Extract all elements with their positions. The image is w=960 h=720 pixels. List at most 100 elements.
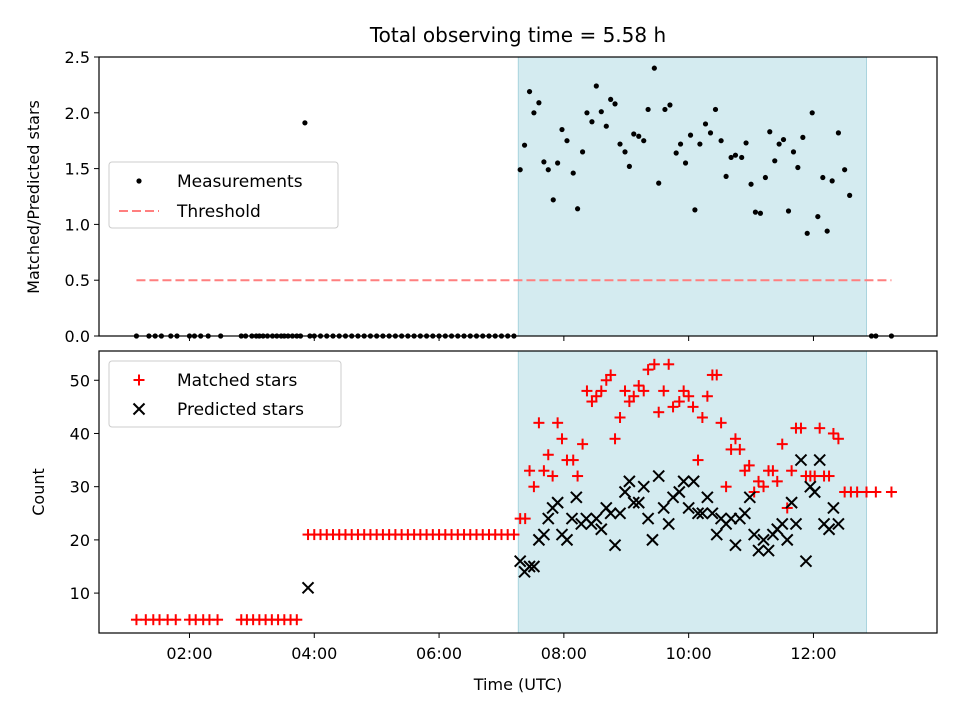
matched-star-point <box>734 443 746 455</box>
matched-star-point <box>667 401 679 413</box>
y-tick-label: 1.0 <box>65 215 90 234</box>
predicted-star-point <box>696 507 709 520</box>
measurement-point <box>574 206 581 212</box>
predicted-star-point <box>590 512 603 525</box>
predicted-star-point <box>657 501 670 515</box>
predicted-star-point <box>687 475 700 488</box>
matched-star-point <box>633 380 645 392</box>
y-tick-label: 40 <box>70 424 90 443</box>
matched-star-point <box>212 614 224 626</box>
matched-star-point <box>663 358 675 370</box>
matched-star-point <box>653 406 665 418</box>
measurement-point <box>682 160 689 166</box>
measurement-point <box>847 192 853 198</box>
y-tick-label: 0.0 <box>65 327 90 346</box>
y-tick-label: 20 <box>70 531 90 550</box>
matched-star-point <box>572 470 584 482</box>
matched-legend-label: Matched stars <box>177 371 297 391</box>
predicted-legend-label: Predicted stars <box>177 400 304 420</box>
matched-star-point <box>753 475 765 487</box>
ratio-panel: 0.0 0.5 1.0 1.5 2.0 2.5 Matched/Predicted sta… <box>24 48 938 346</box>
predicted-star-point <box>537 528 551 541</box>
x-tick-label: 10:00 <box>666 644 712 663</box>
matched-star-point <box>614 412 626 424</box>
counts-panel: 10 20 30 40 50 02:00 04:00 06:00 08:00 10:00 12:0… <box>29 350 938 694</box>
matched-star-point <box>743 459 755 471</box>
ratio-legend: Measurements Threshold <box>108 161 339 229</box>
predicted-star-point <box>560 533 574 547</box>
predicted-star-point <box>627 496 640 509</box>
measurement-point <box>589 119 595 125</box>
matched-star-point <box>678 385 690 397</box>
matched-star-point <box>729 433 741 445</box>
measurement-point <box>579 149 586 155</box>
predicted-star-point <box>832 517 845 531</box>
matched-star-point <box>795 422 807 434</box>
measurement-point <box>785 208 792 214</box>
y-tick-label: 2.5 <box>65 48 90 67</box>
measurement-point <box>622 149 628 155</box>
matched-star-point <box>524 465 536 477</box>
predicted-star-point <box>551 496 564 509</box>
predicted-star-point <box>743 491 757 504</box>
measurement-point <box>564 138 570 144</box>
measurement-point <box>692 207 698 213</box>
matched-star-point <box>823 470 835 482</box>
y-tick-label: 30 <box>70 478 90 497</box>
matched-star-point <box>619 385 631 397</box>
matched-star-point <box>885 486 897 498</box>
measurement-point <box>772 158 778 164</box>
predicted-legend-marker <box>132 402 146 416</box>
measurement-point <box>636 133 642 139</box>
matched-star-point <box>851 486 863 498</box>
matched-star-point <box>776 438 788 450</box>
y-tick-label: 50 <box>70 371 90 390</box>
measurement-point <box>743 140 749 146</box>
measurement-point <box>820 174 826 181</box>
measurement-point <box>651 65 657 71</box>
predicted-star-point <box>527 560 541 573</box>
matched-star-point <box>556 433 568 445</box>
predicted-star-point <box>762 544 775 557</box>
measurement-point <box>570 170 576 176</box>
measurement-point <box>673 150 679 156</box>
matched-star-point <box>590 390 602 402</box>
ratio-panel-frame <box>98 56 938 337</box>
measurement-point <box>780 136 787 143</box>
predicted-star-point <box>808 485 821 499</box>
x-tick-label: 08:00 <box>541 644 587 663</box>
counts-panel-frame <box>98 350 938 634</box>
measurement-point <box>767 129 773 135</box>
matched-star-point <box>538 465 550 477</box>
measurement-point <box>302 120 308 126</box>
predicted-star-point <box>608 539 622 552</box>
predicted-star-point <box>604 507 617 520</box>
matched-star-point <box>542 449 554 461</box>
measurement-point <box>545 167 551 173</box>
measurement-point <box>641 138 647 144</box>
matched-star-point <box>658 385 670 397</box>
measurement-point <box>697 141 703 147</box>
predicted-star-point <box>710 528 723 541</box>
measurement-point <box>776 141 782 147</box>
matched-star-point <box>519 513 531 525</box>
matched-star-point <box>552 417 564 429</box>
threshold-legend-label: Threshold <box>176 202 261 222</box>
x-axis-label: Time (UTC) <box>473 675 562 694</box>
ratio-legend-box <box>108 161 339 229</box>
predicted-star-point <box>662 517 675 531</box>
x-tick-label: 04:00 <box>291 644 337 663</box>
predicted-star-point <box>813 453 826 467</box>
predicted-star-point <box>789 517 803 531</box>
predicted-star-point <box>595 523 608 536</box>
measurement-point <box>656 180 662 186</box>
predicted-star-point <box>513 554 527 568</box>
measurement-point <box>752 209 759 215</box>
measurement-point <box>795 164 801 171</box>
matched-star-point <box>767 465 779 477</box>
predicted-star-point <box>757 533 770 547</box>
measurement-point <box>829 178 835 184</box>
measurement-point <box>521 142 528 148</box>
x-tick-label: 06:00 <box>416 644 462 663</box>
measurement-point <box>536 100 542 106</box>
